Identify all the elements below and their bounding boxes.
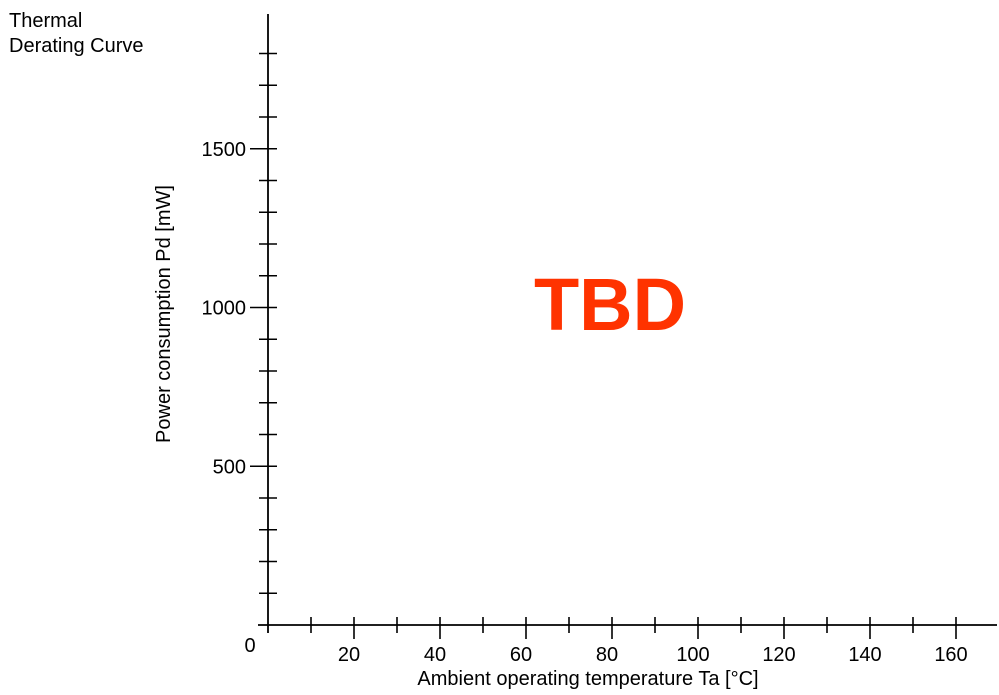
x-tick-label: 40 [424,644,446,666]
chart-title-line-2: Derating Curve [9,35,144,57]
x-axis-title: Ambient operating temperature Ta [°C] [417,668,758,690]
y-tick-label: 1000 [202,298,247,320]
x-tick-label: 100 [676,644,709,666]
x-tick-label: 20 [338,644,360,666]
x-tick-label: 160 [934,644,967,666]
tbd-annotation: TBD [534,263,686,346]
origin-label: 0 [244,635,255,657]
x-tick-label: 80 [596,644,618,666]
ticks [250,52,957,639]
tick-labels: 500 1000 1500 20 40 60 80 100 120 140 160 0 [202,139,968,666]
chart-title-line-1: Thermal [9,10,83,32]
x-tick-label: 140 [848,644,881,666]
y-axis-title: Power consumption Pd [mW] [153,185,175,443]
y-tick-label: 1500 [202,139,247,161]
y-tick-label: 500 [213,456,246,478]
x-tick-label: 60 [510,644,532,666]
x-tick-label: 120 [762,644,795,666]
chart-title: Thermal Derating Curve [9,9,144,59]
